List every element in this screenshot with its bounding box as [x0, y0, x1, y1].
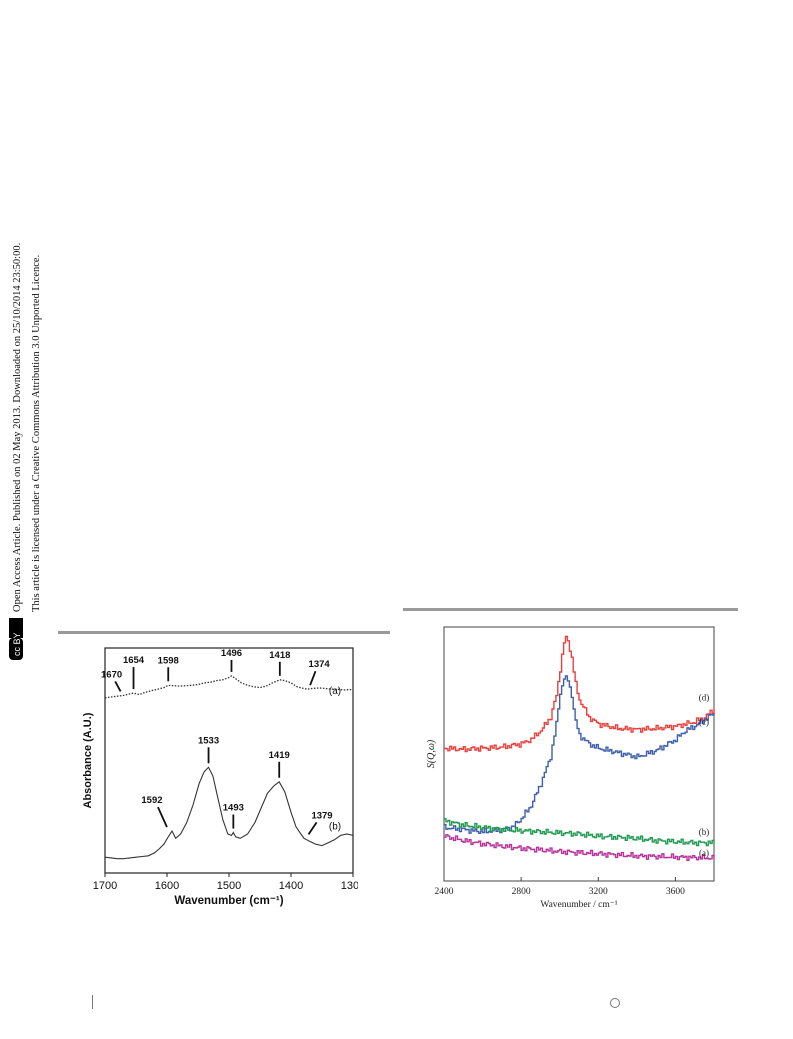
x-axis-label: Wavenumber (cm⁻¹) — [174, 895, 283, 907]
peak-marker — [157, 806, 168, 828]
series-name-label: (a) — [699, 848, 709, 858]
peak-label: 1592 — [141, 795, 162, 806]
neutron-spectrum-chart: 2400 2800 3200 3600 Wavenumber / cm⁻¹ S(Q,ω) (… — [426, 626, 715, 910]
plot-frame — [443, 626, 715, 882]
x-tick-label: 1700 — [93, 880, 117, 892]
x-tick-label: 1600 — [155, 880, 179, 892]
y-axis-label: Absorbance (A.U.) — [82, 712, 94, 808]
peak-marker — [309, 670, 317, 686]
footer-divider — [92, 995, 93, 1009]
peak-label: 1379 — [311, 810, 332, 821]
peak-label: 1533 — [198, 735, 219, 746]
x-tick-label: 2800 — [512, 887, 531, 897]
peak-label: 1419 — [269, 750, 290, 761]
peak-label: 1496 — [221, 648, 242, 659]
series-line-b — [444, 818, 715, 847]
series-name-label: (b) — [699, 827, 710, 837]
neutron-spectrum-figure: 2400 2800 3200 3600 Wavenumber / cm⁻¹ S(Q,ω) (… — [418, 615, 736, 915]
series-line-a — [444, 834, 715, 862]
peak-marker — [307, 821, 318, 835]
series-name-label: (a) — [329, 686, 341, 697]
y-axis-label: S(Q,ω) — [426, 739, 437, 768]
licence-line: This article is licensed under a Creativ… — [31, 255, 42, 612]
ir-spectrum-figure: 1700 1600 1500 1400 1300 Wavenumber (cm⁻¹) Abs… — [58, 640, 365, 910]
ir-spectrum-chart: 1700 1600 1500 1400 1300 Wavenumber (cm⁻¹) Abs… — [82, 647, 365, 907]
x-tick-label: 3600 — [666, 887, 685, 897]
cc-badge-icon — [9, 638, 23, 660]
license-badge[interactable]: cc BY — [12, 632, 22, 656]
x-tick-label: 1300 — [341, 880, 358, 892]
x-axis-label: Wavenumber / cm⁻¹ — [540, 900, 617, 910]
peak-label: 1670 — [101, 669, 122, 680]
series-line-d — [444, 635, 715, 753]
peak-label: 1418 — [269, 650, 290, 661]
series-name-label: (b) — [329, 821, 341, 832]
left-column-rule — [58, 631, 390, 634]
footer-circle-icon — [610, 998, 620, 1008]
x-tick-label: 3200 — [589, 887, 608, 897]
peak-label: 1598 — [158, 655, 179, 666]
series-line-a — [104, 675, 354, 699]
x-tick-label: 1400 — [279, 880, 303, 892]
open-access-line: Open Access Article. Published on 02 May… — [12, 243, 23, 612]
x-tick-label: 2400 — [435, 887, 454, 897]
series-name-label: (d) — [699, 693, 710, 703]
side-notice: cc BY Open Access Article. Published on … — [6, 195, 46, 665]
peak-label: 1654 — [123, 655, 145, 666]
x-tick-label: 1500 — [217, 880, 241, 892]
peak-label: 1374 — [309, 659, 331, 670]
series-name-label: (c) — [699, 717, 709, 727]
plot-frame — [104, 647, 354, 874]
peak-label: 1493 — [223, 803, 244, 814]
right-column-rule — [403, 608, 738, 611]
peak-marker — [114, 680, 122, 692]
series-line-b — [104, 766, 354, 860]
